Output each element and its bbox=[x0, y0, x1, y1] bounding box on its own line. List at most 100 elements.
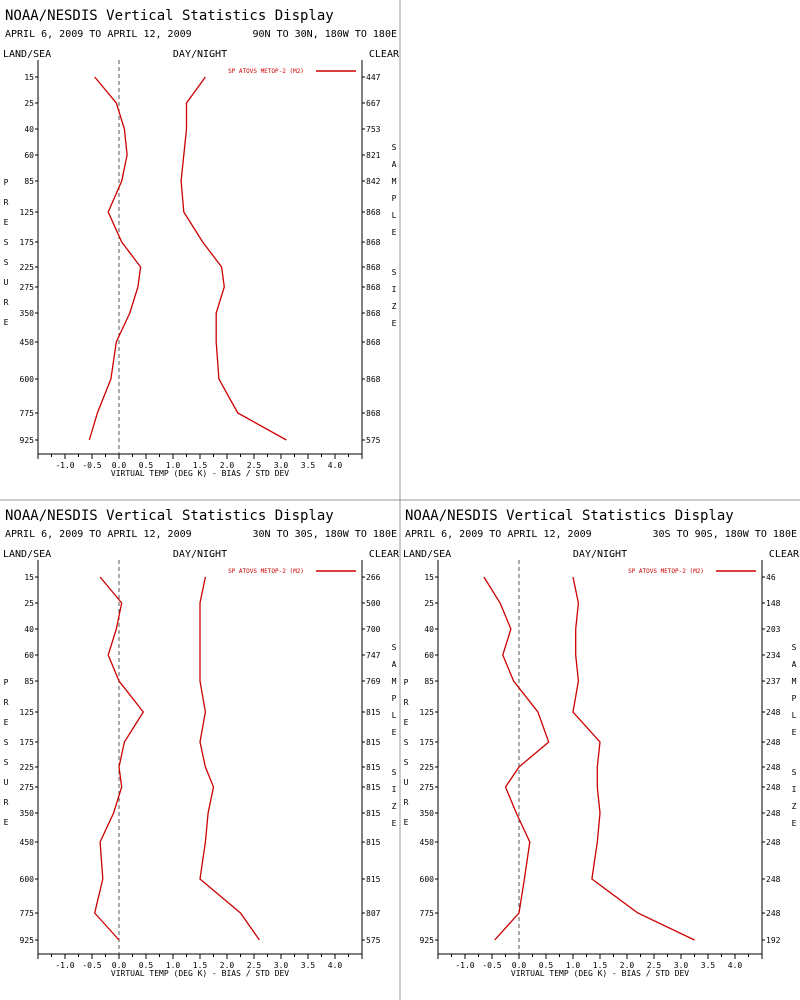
series-bias-line bbox=[93, 576, 145, 941]
pressure-axis-letter: E bbox=[4, 718, 9, 727]
sample-size-label: 815 bbox=[366, 708, 381, 717]
x-tick-label: 3.5 bbox=[301, 961, 316, 970]
x-tick-label: -1.0 bbox=[55, 961, 74, 970]
sample-size-label: 46 bbox=[766, 573, 776, 582]
sample-size-label: 266 bbox=[366, 573, 381, 582]
x-tick-label: 3.5 bbox=[701, 961, 716, 970]
land-sea-label: LAND/SEA bbox=[3, 49, 51, 60]
sample-size-label: 192 bbox=[766, 936, 781, 945]
pressure-level-label: 450 bbox=[20, 838, 35, 847]
pressure-level-label: 275 bbox=[20, 783, 35, 792]
pressure-level-label: 15 bbox=[24, 573, 34, 582]
sample-size-label: 868 bbox=[366, 309, 381, 318]
pressure-axis-letter: P bbox=[4, 178, 9, 187]
size-axis-letter: Z bbox=[392, 802, 397, 811]
pressure-axis-letter: U bbox=[4, 778, 9, 787]
x-tick-label: 0.5 bbox=[539, 961, 554, 970]
x-tick-label: -0.5 bbox=[82, 961, 101, 970]
x-axis-label: VIRTUAL TEMP (DEG K) - BIAS / STD DEV bbox=[111, 469, 289, 478]
size-axis-letter: E bbox=[792, 819, 797, 828]
pressure-axis-letter: E bbox=[4, 318, 9, 327]
date-range: APRIL 6, 2009 TO APRIL 12, 2009 bbox=[5, 529, 192, 540]
day-night-label: DAY/NIGHT bbox=[173, 49, 227, 60]
land-sea-label: LAND/SEA bbox=[403, 549, 451, 560]
series-bias-line bbox=[88, 76, 142, 441]
sample-axis-letter: M bbox=[392, 677, 397, 686]
x-tick-label: 3.5 bbox=[301, 461, 316, 470]
pressure-level-label: 275 bbox=[20, 283, 35, 292]
series-std_dev-line bbox=[180, 76, 287, 441]
sample-size-label: 815 bbox=[366, 875, 381, 884]
day-night-label: DAY/NIGHT bbox=[173, 549, 227, 560]
pressure-level-label: 925 bbox=[20, 436, 35, 445]
sample-size-label: 868 bbox=[366, 283, 381, 292]
x-tick-label: 2.0 bbox=[220, 461, 235, 470]
sample-size-label: 148 bbox=[766, 599, 781, 608]
sample-size-label: 815 bbox=[366, 838, 381, 847]
pressure-axis-letter: R bbox=[404, 698, 409, 707]
sample-axis-letter: A bbox=[392, 660, 397, 669]
pressure-level-label: 25 bbox=[424, 599, 434, 608]
sample-size-label: 868 bbox=[366, 238, 381, 247]
x-tick-label: 1.0 bbox=[566, 961, 581, 970]
pressure-level-label: 15 bbox=[24, 73, 34, 82]
chart-panel-1: NOAA/NESDIS Vertical Statistics Display A… bbox=[3, 8, 400, 478]
clear-label: CLEAR bbox=[769, 549, 800, 560]
x-tick-label: 3.0 bbox=[674, 961, 689, 970]
x-tick-label: 2.5 bbox=[647, 961, 662, 970]
date-range: APRIL 6, 2009 TO APRIL 12, 2009 bbox=[5, 29, 192, 40]
x-tick-label: 1.5 bbox=[193, 961, 208, 970]
pressure-axis-letter: E bbox=[4, 818, 9, 827]
sample-size-label: 700 bbox=[366, 625, 381, 634]
sample-size-label: 248 bbox=[766, 783, 781, 792]
pressure-axis-letter: E bbox=[404, 818, 409, 827]
sample-size-label: 868 bbox=[366, 338, 381, 347]
pressure-level-label: 40 bbox=[24, 125, 34, 134]
series-std_dev-line bbox=[199, 576, 260, 941]
pressure-axis-letter: U bbox=[4, 278, 9, 287]
sample-size-label: 868 bbox=[366, 375, 381, 384]
day-night-label: DAY/NIGHT bbox=[573, 549, 627, 560]
x-tick-label: 3.0 bbox=[274, 961, 289, 970]
pressure-level-label: 450 bbox=[420, 838, 435, 847]
sample-size-label: 500 bbox=[366, 599, 381, 608]
pressure-level-label: 60 bbox=[424, 651, 434, 660]
size-axis-letter: Z bbox=[392, 302, 397, 311]
pressure-level-label: 15 bbox=[424, 573, 434, 582]
x-tick-label: 2.0 bbox=[220, 961, 235, 970]
pressure-level-label: 225 bbox=[20, 263, 35, 272]
x-tick-label: 0.5 bbox=[139, 461, 154, 470]
sample-size-label: 868 bbox=[366, 208, 381, 217]
pressure-level-label: 40 bbox=[424, 625, 434, 634]
pressure-level-label: 25 bbox=[24, 99, 34, 108]
pressure-level-label: 925 bbox=[20, 936, 35, 945]
pressure-axis-letter: R bbox=[4, 298, 9, 307]
region-label: 90N TO 30N, 180W TO 180E bbox=[253, 29, 398, 40]
pressure-axis-letter: P bbox=[4, 678, 9, 687]
sample-axis-letter: M bbox=[392, 177, 397, 186]
sample-size-label: 248 bbox=[766, 909, 781, 918]
pressure-axis-letter: R bbox=[4, 798, 9, 807]
pressure-axis-letter: S bbox=[4, 758, 9, 767]
sample-size-label: 769 bbox=[366, 677, 381, 686]
pressure-level-label: 40 bbox=[24, 625, 34, 634]
sample-size-label: 821 bbox=[366, 151, 381, 160]
x-tick-label: 4.0 bbox=[728, 961, 743, 970]
pressure-level-label: 60 bbox=[24, 151, 34, 160]
pressure-level-label: 450 bbox=[20, 338, 35, 347]
size-axis-letter: I bbox=[792, 785, 797, 794]
pressure-level-label: 175 bbox=[20, 238, 35, 247]
pressure-level-label: 85 bbox=[24, 177, 34, 186]
pressure-axis-letter: S bbox=[4, 238, 9, 247]
panel-title: NOAA/NESDIS Vertical Statistics Display bbox=[405, 508, 734, 524]
sample-size-label: 815 bbox=[366, 783, 381, 792]
sample-axis-letter: E bbox=[392, 228, 397, 237]
pressure-level-label: 175 bbox=[20, 738, 35, 747]
sample-axis-letter: E bbox=[392, 728, 397, 737]
sample-axis-letter: P bbox=[792, 694, 797, 703]
sample-size-label: 747 bbox=[366, 651, 381, 660]
x-tick-label: 0.5 bbox=[139, 961, 154, 970]
sample-size-label: 248 bbox=[766, 738, 781, 747]
sample-size-label: 203 bbox=[766, 625, 781, 634]
